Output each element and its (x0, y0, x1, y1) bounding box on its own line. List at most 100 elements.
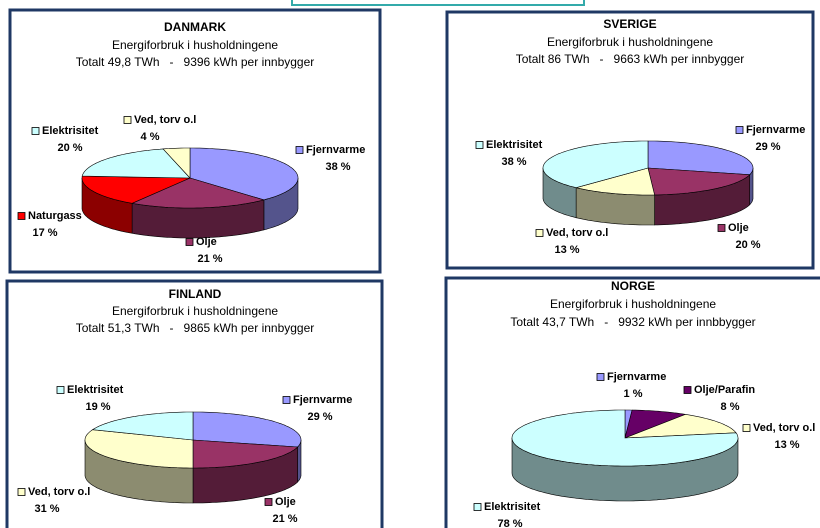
slice-label: Naturgass (28, 210, 82, 222)
slice-top (81, 148, 191, 179)
value-label: 78 % (497, 518, 522, 528)
chart-note: Totalt 51,3 TWh - 9865 kWh per innbygger (76, 321, 315, 335)
slice-label: Elektrisitet (42, 125, 99, 137)
slice (84, 429, 194, 504)
slice-top (192, 439, 299, 469)
slice-label: Fjernvarme (746, 124, 805, 136)
slice (542, 140, 649, 219)
slice-top (131, 177, 266, 209)
chart-title: FINLAND (169, 287, 222, 301)
panel (444, 276, 820, 528)
panel (445, 10, 815, 270)
slice-label: Ved, torv o.l (753, 422, 815, 434)
chart-title: DANMARK (164, 20, 226, 34)
chart-subtitle: Energiforbruk i husholdningene (112, 304, 278, 318)
value-label: 19 % (85, 401, 110, 413)
value-label: 38 % (501, 156, 526, 168)
chart-note: Totalt 49,8 TWh - 9396 kWh per innbygger (76, 55, 315, 69)
legend-swatch (123, 116, 132, 124)
slice-label: Ved, torv o.l (134, 114, 196, 126)
value-label: 20 % (735, 239, 760, 251)
slice (91, 411, 194, 441)
slice-top (542, 140, 649, 189)
slice-label: Fjernvarme (293, 394, 352, 406)
slice-top (576, 167, 655, 196)
panel (8, 8, 382, 274)
legend-swatch (735, 126, 744, 134)
value-label: 8 % (721, 401, 740, 413)
legend-swatch (742, 424, 751, 432)
legend-swatch (535, 229, 544, 237)
slice (192, 411, 302, 483)
legend-swatch (17, 212, 26, 220)
value-label: 13 % (554, 244, 579, 256)
slice-label: Ved, torv o.l (546, 227, 608, 239)
slice-label: Elektrisitet (486, 139, 543, 151)
slice-label: Ved, torv o.l (28, 486, 90, 498)
legend-swatch (31, 127, 40, 135)
cut-off-box (291, 0, 585, 6)
slice-label: Elektrisitet (484, 501, 541, 513)
chart-subtitle: Energiforbruk i husholdningene (112, 38, 278, 52)
value-label: 17 % (32, 227, 57, 239)
slice (192, 439, 299, 504)
slice-top (81, 175, 191, 204)
legend-swatch (596, 373, 605, 381)
slice-top (647, 140, 754, 176)
chart-title: SVERIGE (603, 17, 656, 31)
legend-swatch (475, 141, 484, 149)
legend-swatch (683, 386, 692, 394)
slice-top (624, 409, 687, 439)
value-label: 20 % (57, 142, 82, 154)
chart-note: Totalt 86 TWh - 9663 kWh per innbygger (516, 52, 745, 66)
slice-top (624, 414, 737, 439)
slice-label: Fjernvarme (306, 144, 365, 156)
value-label: 13 % (774, 439, 799, 451)
chart-note: Totalt 43,7 TWh - 9932 kWh per innbbygge… (510, 315, 755, 329)
value-label: 21 % (272, 513, 297, 525)
legend-swatch (56, 386, 65, 394)
slice-top (511, 409, 739, 467)
slice (81, 148, 191, 179)
slice-label: Olje (728, 222, 749, 234)
slice-label: Olje (196, 236, 217, 248)
value-label: 29 % (307, 411, 332, 423)
value-label: 29 % (755, 141, 780, 153)
slice (131, 177, 266, 239)
legend-swatch (282, 396, 291, 404)
slice-label: Olje/Parafin (694, 384, 755, 396)
slice (162, 147, 191, 179)
slice-label: Elektrisitet (67, 384, 124, 396)
value-label: 38 % (325, 161, 350, 173)
value-label: 4 % (141, 131, 160, 143)
legend-swatch (295, 146, 304, 154)
slice (647, 140, 754, 206)
legend-swatch (264, 498, 273, 506)
chart-subtitle: Energiforbruk i husholdningene (547, 35, 713, 49)
legend-swatch (17, 488, 26, 496)
slice-label: Fjernvarme (607, 371, 666, 383)
slice-top (91, 411, 194, 441)
slice-top (162, 147, 191, 179)
value-label: 1 % (624, 388, 643, 400)
slice (511, 409, 739, 502)
value-label: 21 % (197, 253, 222, 265)
slice (81, 175, 191, 234)
slice-top (647, 167, 751, 196)
chart-title: NORGE (611, 279, 655, 293)
slice (624, 409, 687, 439)
slice (575, 167, 655, 226)
legend-swatch (717, 224, 726, 232)
slice-top (189, 147, 299, 201)
slice-label: Olje (275, 496, 296, 508)
chart-subtitle: Energiforbruk i husholdningene (550, 297, 716, 311)
legend-swatch (185, 238, 194, 246)
slice-top (192, 411, 302, 448)
legend-swatch (473, 503, 482, 511)
panel (5, 279, 384, 528)
slice (624, 414, 737, 439)
value-label: 31 % (34, 503, 59, 515)
slice (189, 147, 299, 231)
slice-top (84, 429, 194, 469)
